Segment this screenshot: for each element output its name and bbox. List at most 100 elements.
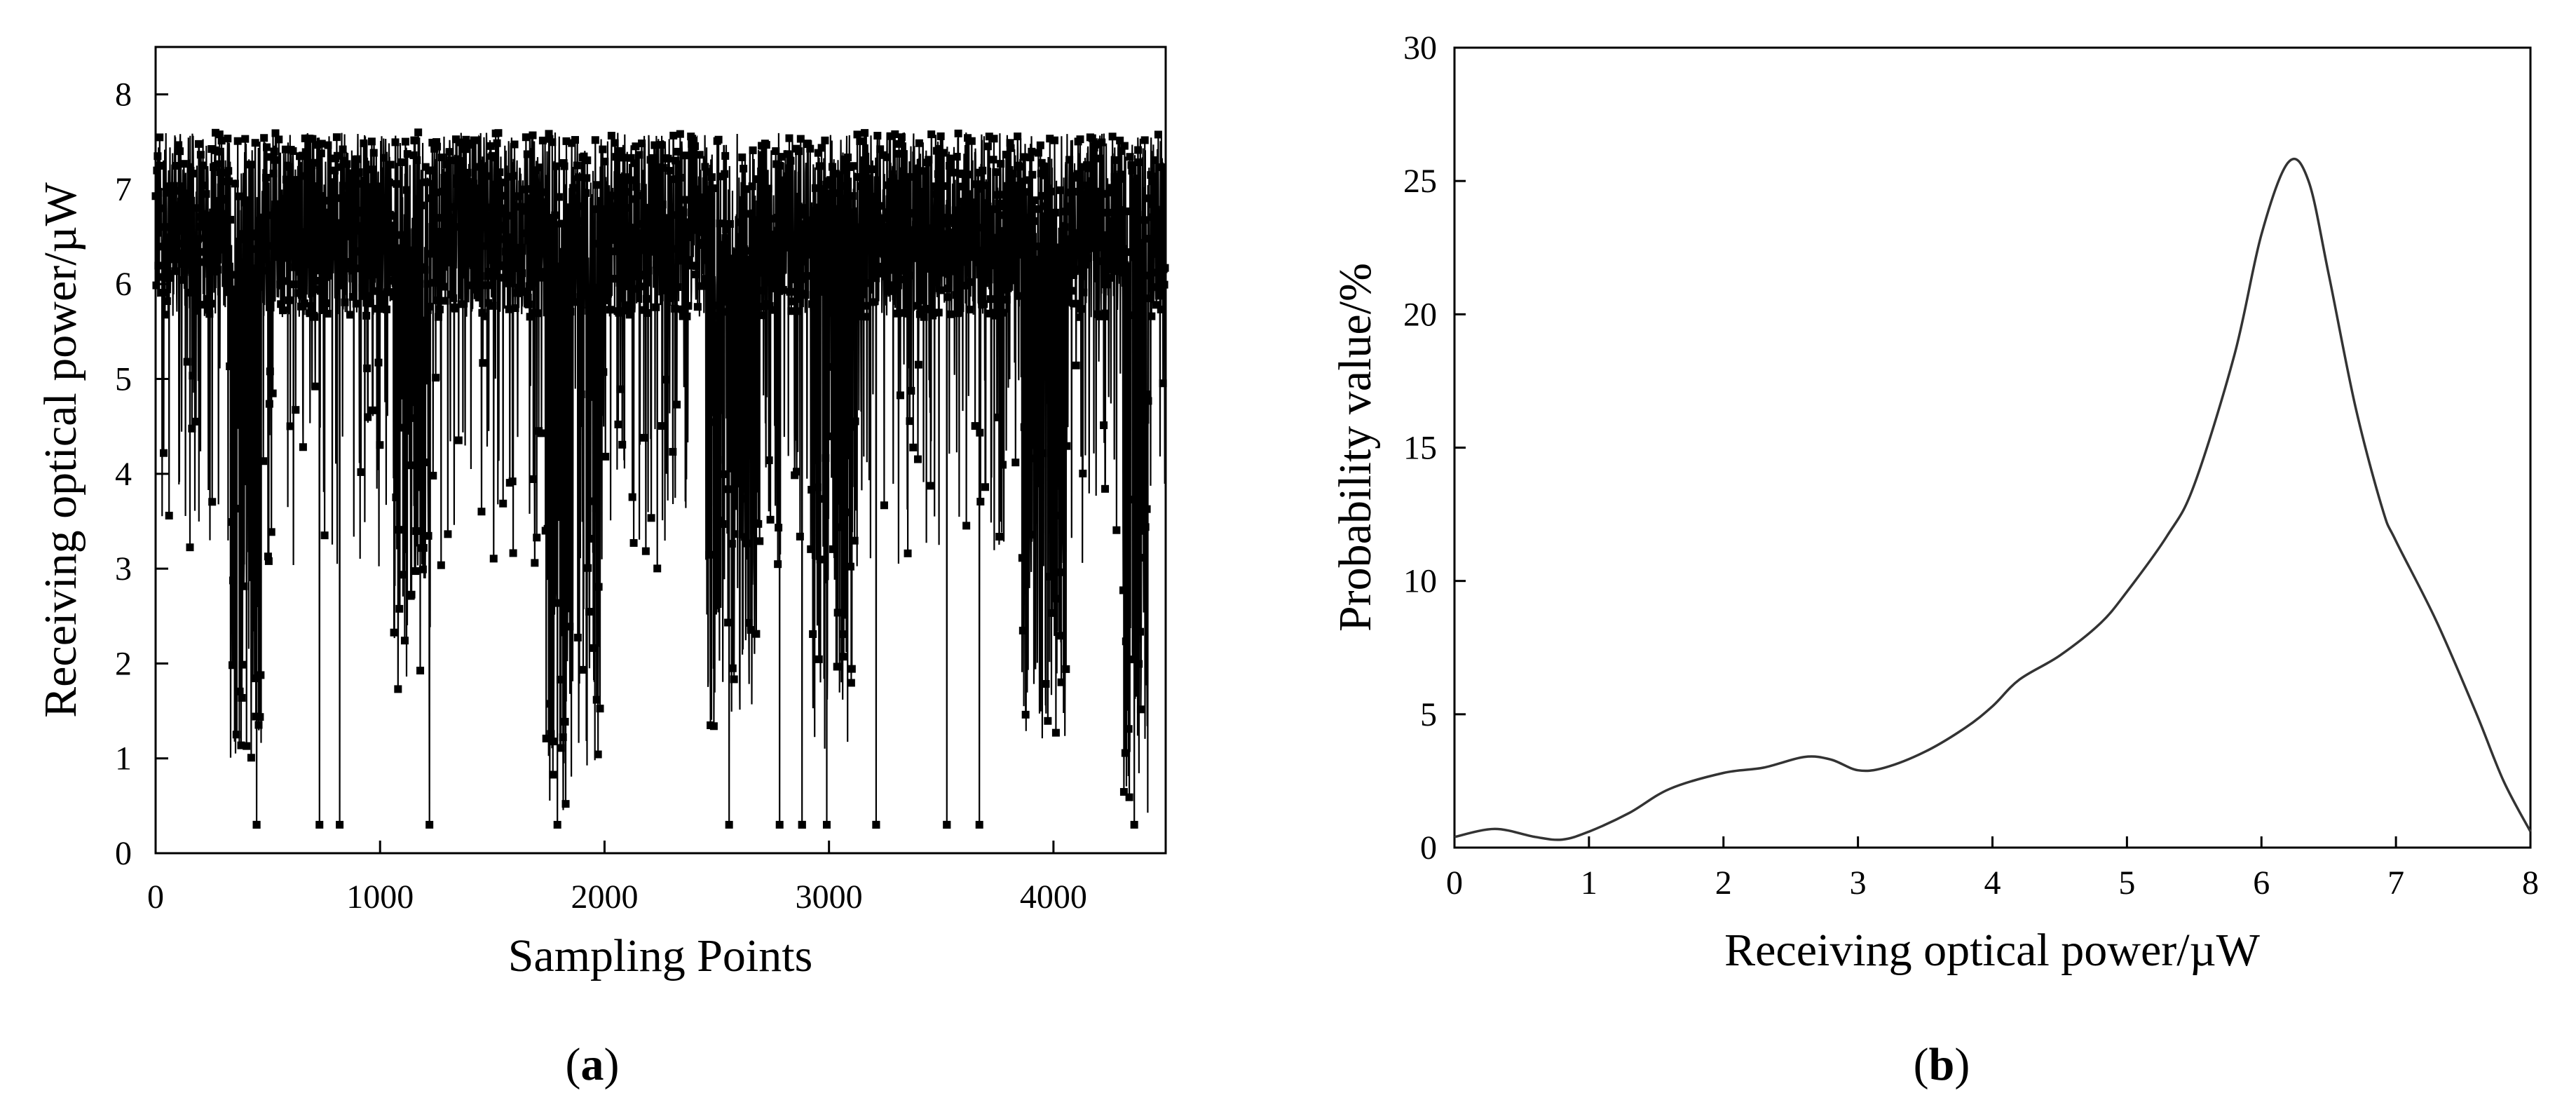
chart-a-point [340,273,348,281]
chart-a-point [1136,627,1144,636]
chart-a-point [662,375,670,383]
chart-a-point [891,130,899,138]
chart-a-point [1027,531,1035,539]
chart-a-point [719,470,728,478]
chart-a-point [1121,749,1129,757]
chart-a-point [319,208,327,217]
chart-a-point [969,201,978,210]
chart-a-point [941,254,949,262]
chart-a-point [1101,484,1110,493]
chart-a-point [567,210,575,219]
chart-a-point [271,129,280,137]
chart-a-point [342,191,350,200]
chart-a-point [188,424,196,433]
chart-a-point [793,307,802,315]
chart-a-point [747,625,755,634]
chart-a-point [447,156,456,165]
chart-a-point [466,140,475,149]
chart-a-point [688,261,697,270]
chart-a-point [184,225,193,233]
chart-a-point [495,225,503,233]
chart-a-x-tick-label: 2000 [571,878,638,916]
chart-a-point [195,247,203,256]
chart-a-point [280,198,289,207]
chart-a-point [596,705,604,713]
chart-a-point [855,172,864,181]
chart-a-point [493,255,502,264]
chart-a-point [445,215,454,224]
chart-a-point [346,311,355,319]
chart-a-point [848,192,857,201]
chart-a-point [911,244,920,252]
chart-a-point [953,309,962,318]
chart-a-point [160,449,168,457]
chart-a-point [254,721,263,729]
chart-a-point [613,191,621,200]
chart-a-point [1114,267,1122,276]
chart-a-point [350,247,359,256]
chart-a-point [998,308,1007,317]
chart-a-point [364,413,372,421]
chart-a-point [1079,288,1088,297]
chart-a-point [489,555,498,563]
chart-a-point [323,309,332,318]
chart-a-point [353,155,362,163]
chart-a-point [585,608,594,616]
chart-a-point [485,203,493,212]
chart-a-point [1014,133,1022,141]
chart-a-point [797,290,805,298]
chart-a-point [912,221,920,229]
chart-a-point [421,163,430,171]
chart-a-point [801,291,810,299]
chart-a-point [885,210,894,219]
chart-a-point [769,284,777,292]
chart-a-point [179,253,187,261]
chart-a-point [522,203,531,211]
chart-a-point [561,717,569,726]
chart-a-point [364,252,373,261]
chart-a-point [320,531,329,540]
chart-a-point [909,443,918,451]
chart-a-y-tick-label: 8 [115,76,132,114]
chart-a-point [318,223,327,231]
chart-a-point [906,210,915,218]
chart-a-point [1002,295,1011,304]
chart-a-point [395,526,403,534]
chart-a-point [749,146,757,154]
chart-a-point [544,285,552,294]
chart-a-point [285,296,293,304]
chart-a-point [1013,219,1021,228]
chart-a-point [618,440,627,449]
chart-a-point [993,413,1002,421]
chart-a-point [494,129,503,137]
chart-a-point [1093,218,1101,226]
chart-a-point [1136,158,1144,166]
chart-a-point [636,283,644,291]
chart-a-point [444,253,453,261]
chart-a-point [903,309,911,318]
chart-a-point [505,305,513,313]
chart-a-point [538,136,547,144]
chart-a-point [858,226,866,235]
chart-a-point [1059,241,1068,250]
chart-a-point [1040,171,1049,179]
chart-a-point [1076,135,1084,144]
chart-a-point [606,306,614,314]
chart-a-point [1133,210,1142,219]
chart-a-point [630,159,639,168]
chart-b-y-tick-label: 15 [1403,430,1437,467]
chart-a-point [592,695,601,704]
chart-a-point [1025,313,1033,321]
chart-a-point [289,147,297,156]
chart-a-point [717,406,725,414]
chart-a-point [802,223,810,231]
chart-a-point [306,309,314,318]
chart-a-point [426,166,435,175]
chart-a-point [582,174,591,182]
chart-a-point [204,306,212,314]
chart-a-point [211,128,219,137]
chart-a-point [878,269,886,278]
chart-a-point [193,271,202,279]
chart-a-point [1120,142,1129,150]
chart-a-point [1125,793,1133,801]
